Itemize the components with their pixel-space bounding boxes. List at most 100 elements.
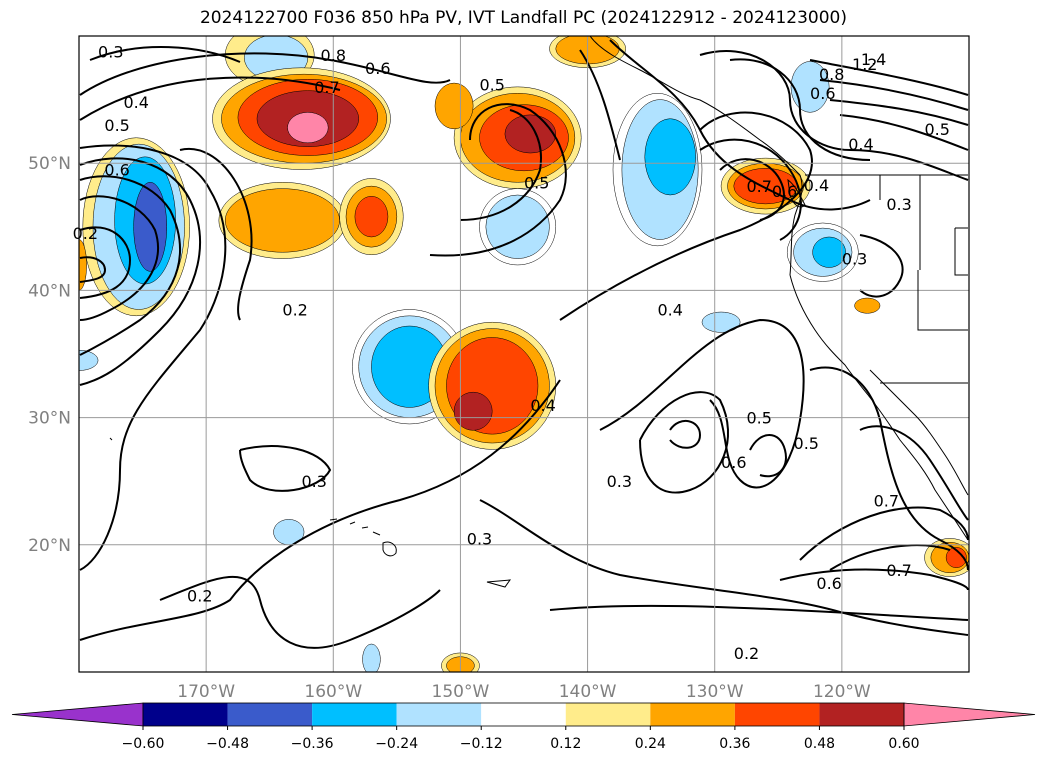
pv-shading (79, 36, 969, 672)
contour-line (719, 158, 785, 221)
colorbar-tick-label: −0.12 (460, 736, 503, 752)
shaded-area (287, 112, 329, 144)
contour-line (549, 604, 969, 621)
contour-label: 1.2 (852, 55, 877, 74)
axis-tick-labels: 170°W 160°W 150°W 140°W 130°W 120°W 20°N 30°N 40… (28, 154, 871, 702)
contour-label: 0.8 (819, 65, 844, 84)
shaded-area (644, 118, 696, 196)
colorbar-segment (565, 703, 651, 726)
coastline-alaska (589, 36, 801, 176)
lon-tick-label: 150°W (432, 682, 490, 702)
gridlines (79, 36, 969, 672)
contour-line (159, 575, 441, 649)
colorbar-segment (819, 703, 904, 726)
contour-line (179, 147, 253, 321)
contour-label: 0.5 (524, 173, 549, 192)
contour-line (809, 366, 969, 571)
contour-label: 0.2 (734, 644, 759, 663)
contour-line (859, 425, 969, 521)
contour-label: 0.7 (874, 491, 899, 510)
contour-label: 0.8 (321, 46, 346, 65)
lon-tick-label: 140°W (559, 682, 617, 702)
contour-label: 0.7 (314, 78, 339, 97)
contour-line (819, 79, 969, 111)
contour-line (829, 99, 969, 126)
colorbar-tick-label: 0.60 (888, 736, 919, 752)
shaded-area (790, 61, 830, 113)
contour-line (79, 76, 341, 121)
contour-line (599, 318, 805, 489)
contour-label: 0.3 (842, 250, 867, 269)
contour-label: 0.3 (301, 472, 326, 491)
contour-label: 0.2 (282, 300, 307, 319)
coastline-gulf-ca (869, 369, 969, 496)
lon-tick-label: 170°W (177, 682, 235, 702)
contour-line (89, 46, 241, 63)
shaded-area (812, 236, 846, 268)
contour-line (79, 144, 227, 571)
colorbar-tick-label: −0.24 (375, 736, 418, 752)
contour-label: 0.6 (365, 59, 390, 78)
contour-line (829, 544, 951, 571)
contour-label: 0.6 (104, 161, 129, 180)
contour-label: 0.7 (746, 177, 771, 196)
state-border (954, 228, 968, 276)
contour-label: 0.3 (98, 42, 123, 61)
contour-label: 0.4 (530, 396, 555, 415)
coastline-vancouver-island (787, 178, 806, 208)
contour-label: 0.2 (73, 224, 98, 243)
contour-label: 0.4 (123, 93, 148, 112)
contour-line (779, 568, 969, 591)
contour-line (79, 195, 159, 321)
coastline-bc (789, 174, 803, 276)
colorbar-tick-label: −0.60 (122, 736, 165, 752)
contour-line (429, 103, 567, 257)
colorbar-tick-label: 0.48 (804, 736, 835, 752)
colorbar-tick-label: 0.12 (550, 736, 581, 752)
colorbar-outline (142, 702, 905, 727)
colorbar-extend-max (903, 702, 1036, 727)
lat-tick-label: 20°N (28, 536, 71, 556)
island-hawaii-chain (329, 518, 381, 536)
contour-line (79, 175, 181, 356)
coastlines (109, 36, 969, 588)
shaded-area (854, 297, 881, 314)
contour-label: 0.6 (810, 84, 835, 103)
shaded-area (945, 547, 967, 568)
colorbar-tick-label: −0.48 (206, 736, 249, 752)
contour-line (79, 226, 132, 299)
contour-line (839, 114, 969, 151)
coastline-baja (867, 394, 969, 541)
colorbar-segment (481, 703, 566, 726)
contour-line (799, 506, 969, 561)
state-border (917, 270, 968, 331)
shaded-area (362, 643, 381, 672)
contour-line (639, 391, 729, 494)
contour-line (809, 59, 969, 96)
contour-line (79, 52, 451, 96)
contour-label: 0.5 (104, 116, 129, 135)
contour-line (749, 434, 787, 478)
contour-label: 0.5 (479, 75, 504, 94)
contour-line (79, 157, 201, 386)
contour-label: 0.6 (721, 453, 746, 472)
lon-tick-label: 130°W (686, 682, 744, 702)
colorbar-segment (143, 703, 228, 726)
lat-tick-label: 50°N (28, 154, 71, 174)
ivt-contours (79, 39, 969, 649)
colorbar-segment (312, 703, 397, 726)
contour-line (669, 420, 702, 449)
contour-label: 1.4 (861, 50, 886, 69)
contour-label: 0.7 (886, 561, 911, 580)
colorbar-tick-label: 0.24 (635, 736, 666, 752)
contour-line (479, 499, 969, 636)
contour-label: 0.3 (886, 195, 911, 214)
colorbar-segment (396, 703, 482, 726)
colorbar-segment (227, 703, 313, 726)
colorbar-extend-min (11, 702, 144, 727)
shaded-area (453, 391, 493, 431)
contour-label: 0.5 (794, 434, 819, 453)
contour-line (859, 234, 904, 298)
map-title: 2024122700 F036 850 hPa PV, IVT Landfall… (199, 8, 847, 28)
contour-line (699, 138, 802, 241)
